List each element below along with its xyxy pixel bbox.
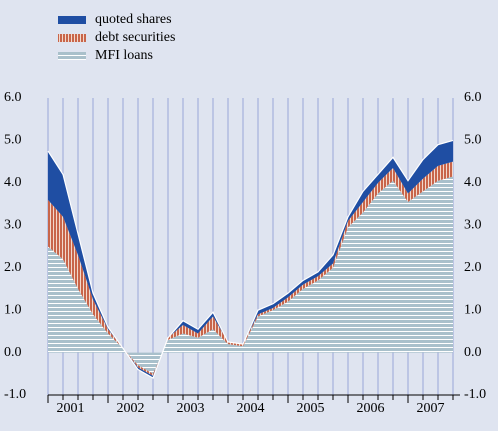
x-tick-label: 2001 bbox=[57, 401, 85, 416]
y2-tick-label: 0.0 bbox=[464, 345, 482, 360]
area bbox=[48, 176, 453, 374]
total-outline bbox=[47, 139, 454, 379]
y2-tick-label: 2.0 bbox=[464, 260, 482, 275]
y-tick-label: 6.0 bbox=[4, 90, 22, 105]
y-tick-label: 3.0 bbox=[4, 218, 22, 233]
x-tick-label: 2002 bbox=[117, 401, 145, 416]
y2-tick-label: 4.0 bbox=[464, 175, 482, 190]
y-tick-label: 2.0 bbox=[4, 260, 22, 275]
x-tick-label: 2003 bbox=[177, 401, 205, 416]
legend-swatch bbox=[58, 16, 86, 24]
legend-swatch bbox=[58, 34, 86, 42]
y2-tick-label: 3.0 bbox=[464, 218, 482, 233]
legend-swatch bbox=[58, 52, 86, 60]
legend-label: debt securities bbox=[95, 30, 175, 45]
y-tick-label: 0.0 bbox=[4, 345, 22, 360]
y-tick-label: 5.0 bbox=[4, 133, 22, 148]
legend-label: MFI loans bbox=[95, 48, 153, 63]
y-tick-label: 1.0 bbox=[4, 302, 22, 317]
y2-tick-label: 1.0 bbox=[464, 302, 482, 317]
legend-label: quoted shares bbox=[95, 12, 172, 27]
y2-tick-label: -1.0 bbox=[464, 387, 486, 402]
y2-tick-label: 6.0 bbox=[464, 90, 482, 105]
y-tick-label: 4.0 bbox=[4, 175, 22, 190]
x-tick-label: 2005 bbox=[297, 401, 325, 416]
y-tick-label: -1.0 bbox=[4, 387, 26, 402]
x-tick-label: 2004 bbox=[237, 401, 265, 416]
x-tick-label: 2007 bbox=[417, 401, 445, 416]
y2-tick-label: 5.0 bbox=[464, 133, 482, 148]
x-tick-label: 2006 bbox=[357, 401, 385, 416]
